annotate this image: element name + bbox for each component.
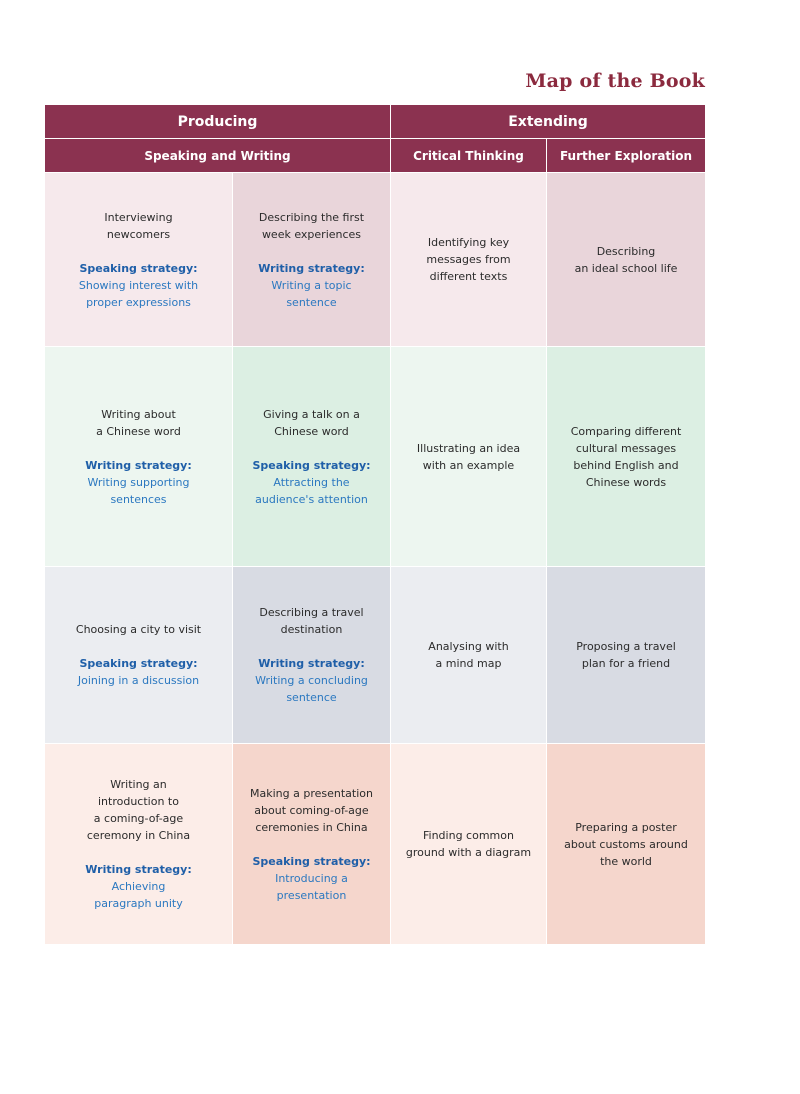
critical-thinking-text: Analysing with a mind map [428, 640, 509, 670]
strategy-label: Speaking strategy: [79, 657, 198, 670]
table-cell: Proposing a travel plan for a friend [547, 567, 706, 744]
table-cell: Finding common ground with a diagram [391, 744, 547, 945]
further-exploration-text: Preparing a poster about customs around … [564, 820, 688, 868]
further-exploration-text: Describing an ideal school life [574, 244, 678, 275]
table-cell: Comparing different cultural messages be… [547, 347, 706, 567]
strategy-text: Showing interest with proper expressions [78, 278, 199, 309]
table-cell: Interviewing newcomers Speaking strategy… [45, 173, 233, 347]
table-cell: Giving a talk on a Chinese word Speaking… [233, 347, 391, 567]
strategy-label: Writing strategy: [85, 458, 192, 472]
map-table: Producing Extending Speaking and Writing… [45, 105, 706, 945]
task-description: Giving a talk on a Chinese word [263, 407, 360, 438]
table-cell: Making a presentation about coming-of-ag… [233, 744, 391, 945]
task-description: Writing about a Chinese word [96, 407, 181, 438]
header-further-exploration: Further Exploration [547, 139, 706, 173]
table-cell: Illustrating an idea with an example [391, 347, 547, 567]
table-cell: Writing about a Chinese word Writing str… [45, 347, 233, 567]
strategy-text: Writing a concluding sentence [255, 674, 368, 704]
strategy-label: Speaking strategy: [252, 458, 371, 472]
header-producing: Producing [45, 105, 391, 139]
header-speaking-writing: Speaking and Writing [45, 139, 391, 173]
strategy-text: Writing a topic sentence [271, 278, 352, 309]
table-cell: Describing the first week experiences Wr… [233, 173, 391, 347]
critical-thinking-text: Finding common ground with a diagram [405, 829, 532, 859]
table-cell: Describing a travel destination Writing … [233, 567, 391, 744]
further-exploration-text: Proposing a travel plan for a friend [576, 640, 676, 670]
strategy-label: Writing strategy: [85, 863, 192, 876]
critical-thinking-text: Identifying key messages from different … [426, 236, 511, 283]
strategy-text: Achieving paragraph unity [94, 880, 183, 910]
table-cell: Choosing a city to visit Speaking strate… [45, 567, 233, 744]
task-description: Describing a travel destination [259, 606, 364, 636]
strategy-label: Writing strategy: [258, 657, 365, 670]
table-cell: Identifying key messages from different … [391, 173, 547, 347]
table-cell: Describing an ideal school life [547, 173, 706, 347]
table-cell: Analysing with a mind map [391, 567, 547, 744]
further-exploration-text: Comparing different cultural messages be… [570, 424, 682, 489]
task-description: Interviewing newcomers [104, 210, 173, 241]
strategy-text: Introducing a presentation [275, 871, 348, 902]
strategy-label: Writing strategy: [258, 261, 365, 275]
strategy-label: Speaking strategy: [252, 854, 371, 868]
header-critical-thinking: Critical Thinking [391, 139, 547, 173]
table-cell: Preparing a poster about customs around … [547, 744, 706, 945]
critical-thinking-text: Illustrating an idea with an example [416, 441, 521, 472]
header-extending: Extending [391, 105, 706, 139]
table-cell: Writing an introduction to a coming-of-a… [45, 744, 233, 945]
page-title: Map of the Book [525, 70, 705, 92]
strategy-label: Speaking strategy: [79, 261, 198, 275]
task-description: Writing an introduction to a coming-of-a… [86, 778, 191, 842]
strategy-text: Writing supporting sentences [87, 475, 190, 506]
task-description: Describing the first week experiences [258, 210, 365, 241]
task-description: Choosing a city to visit [75, 623, 202, 636]
task-description: Making a presentation about coming-of-ag… [250, 786, 373, 834]
strategy-text: Joining in a discussion [77, 674, 200, 687]
strategy-text: Attracting the audience's attention [255, 475, 368, 506]
